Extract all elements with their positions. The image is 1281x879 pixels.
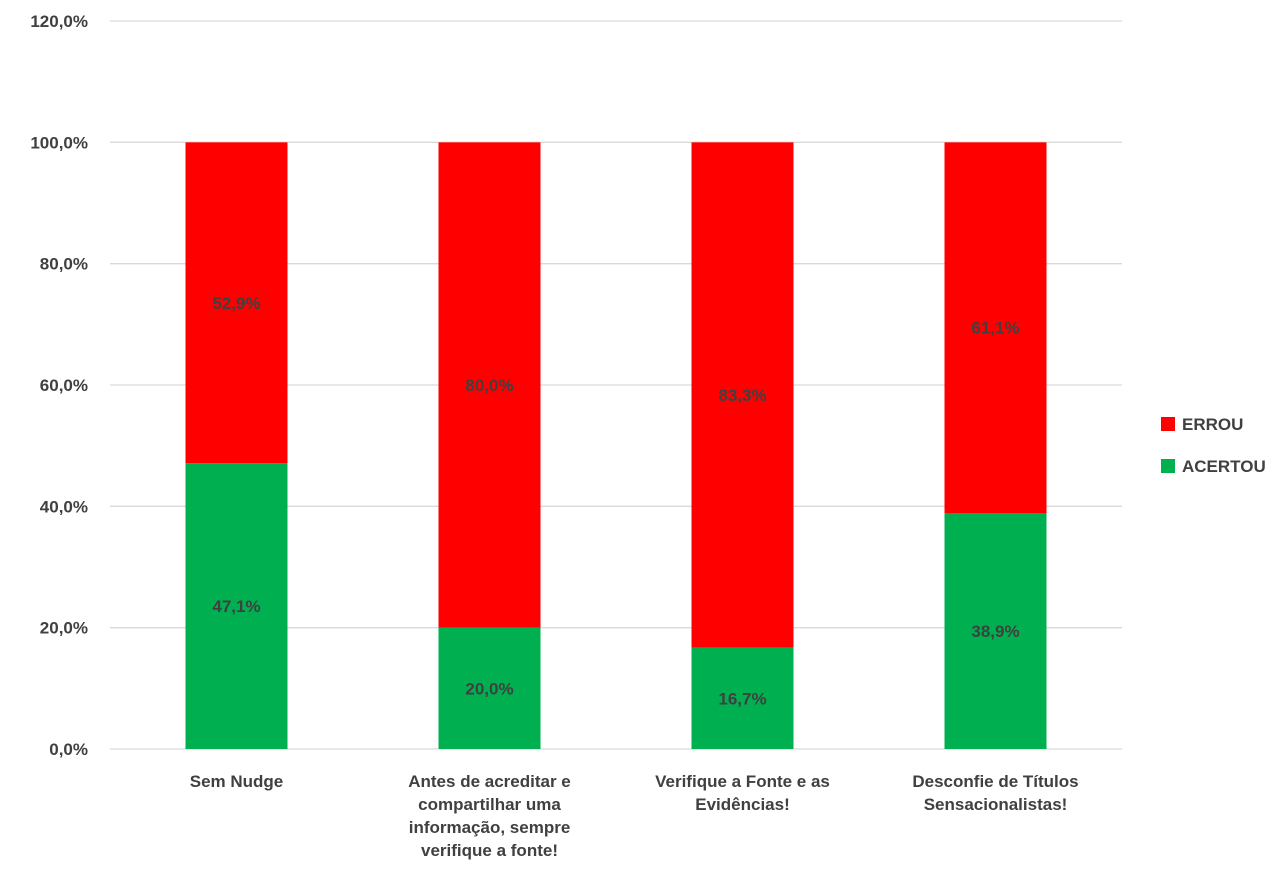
data-label: 47,1%	[212, 597, 260, 616]
x-tick-label-line: Sem Nudge	[190, 772, 284, 791]
data-label: 61,1%	[971, 319, 1019, 338]
legend-item-errou: ERROU	[1161, 415, 1243, 434]
y-tick-label: 20,0%	[40, 619, 88, 638]
data-label: 83,3%	[718, 386, 766, 405]
x-tick-label-line: Desconfie de Títulos	[912, 772, 1078, 791]
x-tick-label-line: Evidências!	[695, 795, 790, 814]
legend-swatch	[1161, 417, 1175, 431]
bar-errou	[691, 142, 794, 648]
x-tick-label-line: compartilhar uma	[418, 795, 561, 814]
y-tick-label: 0,0%	[49, 740, 88, 759]
bar-acertou	[438, 627, 541, 749]
data-labels: 47,1% 52,9% 20,0% 80,0% 16,7% 83,3% 38,9% 61,1%	[212, 294, 1019, 709]
y-tick-label: 100,0%	[30, 133, 88, 152]
legend-label: ACERTOU	[1182, 457, 1266, 476]
bars	[185, 142, 1047, 749]
bar-acertou	[185, 463, 288, 749]
y-tick-label: 60,0%	[40, 376, 88, 395]
data-label: 38,9%	[971, 622, 1019, 641]
x-tick-label: Verifique a Fonte e as Evidências!	[655, 772, 830, 814]
x-tick-label-line: Antes de acreditar e	[408, 772, 571, 791]
bar-errou	[185, 142, 288, 464]
data-label: 16,7%	[718, 689, 766, 708]
x-tick-label-line: Verifique a Fonte e as	[655, 772, 830, 791]
y-tick-label: 80,0%	[40, 255, 88, 274]
bar-acertou	[944, 513, 1047, 749]
legend: ERROU ACERTOU	[1161, 415, 1266, 476]
x-axis: Sem Nudge Antes de acreditar e compartilha…	[190, 772, 1079, 860]
x-tick-label: Sem Nudge	[190, 772, 284, 791]
x-tick-label-line: informação, sempre	[409, 818, 571, 837]
y-axis: 0,0% 20,0% 40,0% 60,0% 80,0% 100,0% 120,0%	[30, 12, 88, 759]
data-label: 80,0%	[465, 376, 513, 395]
legend-item-acertou: ACERTOU	[1161, 457, 1266, 476]
data-label: 52,9%	[212, 294, 260, 313]
x-tick-label-line: Sensacionalistas!	[924, 795, 1068, 814]
bar-errou	[944, 142, 1047, 514]
bar-acertou	[691, 647, 794, 749]
x-tick-label: Desconfie de Títulos Sensacionalistas!	[912, 772, 1078, 814]
legend-label: ERROU	[1182, 415, 1243, 434]
legend-swatch	[1161, 459, 1175, 473]
y-tick-label: 40,0%	[40, 497, 88, 516]
x-tick-label: Antes de acreditar e compartilhar uma info…	[408, 772, 571, 860]
y-tick-label: 120,0%	[30, 12, 88, 31]
bar-errou	[438, 142, 541, 628]
x-tick-label-line: verifique a fonte!	[421, 841, 558, 860]
data-label: 20,0%	[465, 679, 513, 698]
